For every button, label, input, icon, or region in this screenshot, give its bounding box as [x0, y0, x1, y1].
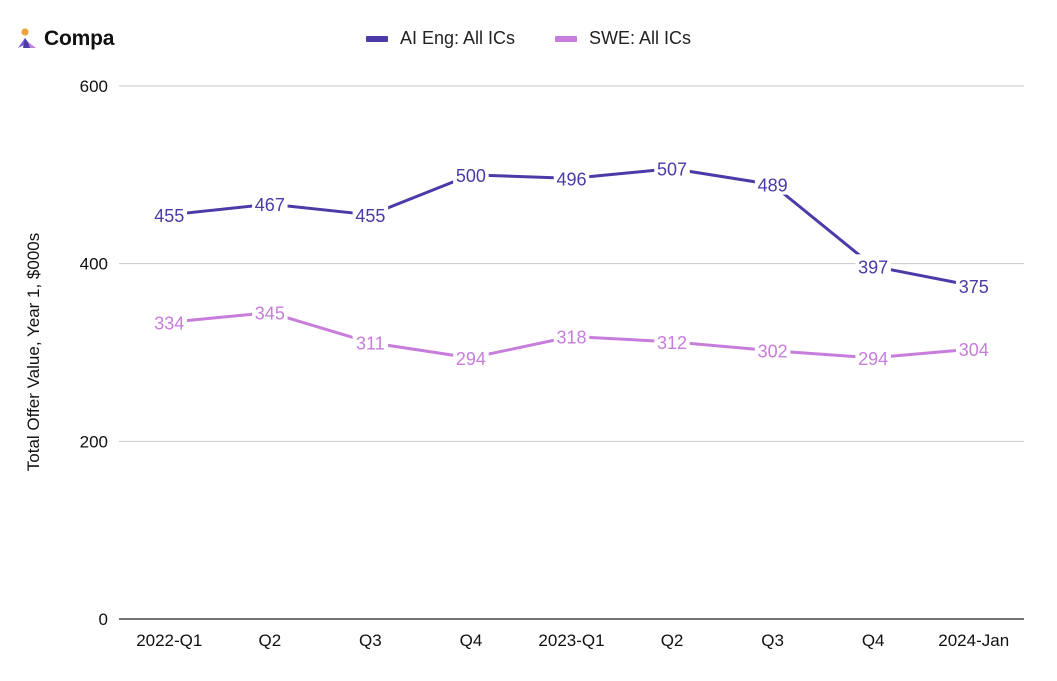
legend-swatch-swe	[555, 35, 578, 42]
data-label-bg-swe-all-ics-5	[654, 329, 690, 352]
legend-item-swe: SWE: All ICs	[555, 28, 691, 49]
data-label-bg-ai-eng-all-ics-0	[151, 202, 188, 225]
x-tick-label-4: 2023-Q1	[538, 631, 604, 650]
legend-label-swe: SWE: All ICs	[589, 28, 692, 48]
data-label-bg-ai-eng-all-ics-7	[855, 254, 891, 277]
x-tick-label-0: 2022-Q1	[136, 631, 202, 650]
data-label-bg-ai-eng-all-ics-3	[453, 162, 489, 185]
data-label-bg-swe-all-ics-3	[453, 345, 489, 368]
data-label-swe-all-ics-7: 294	[858, 349, 888, 369]
brand-name: Compa	[44, 27, 115, 50]
x-tick-label-7: Q4	[862, 631, 885, 650]
chart-legend: AI Eng: All ICs SWE: All ICs	[0, 28, 1057, 49]
data-label-bg-swe-all-ics-8	[955, 336, 992, 359]
data-label-swe-all-ics-5: 312	[657, 333, 687, 353]
data-label-swe-all-ics-2: 311	[356, 334, 385, 354]
y-axis-title: Total Offer Value, Year 1, $000s	[24, 233, 43, 471]
data-label-swe-all-ics-6: 302	[758, 342, 788, 362]
data-label-swe-all-ics-0: 334	[154, 313, 184, 333]
y-tick-label-600: 600	[80, 77, 108, 96]
data-label-swe-all-ics-1: 345	[255, 304, 285, 324]
data-label-ai-eng-all-ics-1: 467	[255, 195, 285, 215]
y-axis-ticks: 0 200 400 600	[80, 77, 108, 629]
data-label-swe-all-ics-8: 304	[959, 340, 989, 360]
data-label-ai-eng-all-ics-8: 375	[959, 277, 989, 297]
y-tick-label-0: 0	[99, 610, 108, 629]
data-label-bg-swe-all-ics-6	[754, 338, 791, 361]
y-tick-label-400: 400	[80, 255, 108, 274]
y-tick-label-200: 200	[80, 432, 108, 451]
data-label-swe-all-ics-4: 318	[556, 328, 586, 348]
data-label-ai-eng-all-ics-7: 397	[858, 257, 888, 277]
data-label-bg-swe-all-ics-4	[553, 324, 590, 347]
legend-item-ai-eng: AI Eng: All ICs	[365, 28, 516, 49]
x-tick-label-5: Q2	[661, 631, 684, 650]
data-label-swe-all-ics-3: 294	[456, 349, 486, 369]
data-label-bg-ai-eng-all-ics-6	[754, 172, 791, 195]
data-label-bg-ai-eng-all-ics-4	[553, 166, 590, 189]
data-label-ai-eng-all-ics-6: 489	[758, 176, 788, 196]
data-label-bg-ai-eng-all-ics-1	[252, 192, 288, 215]
x-tick-label-8: 2024-Jan	[938, 631, 1009, 650]
data-label-bg-ai-eng-all-ics-5	[654, 156, 690, 179]
compa-logo-icon	[18, 28, 36, 48]
data-label-bg-swe-all-ics-7	[855, 345, 891, 368]
data-label-ai-eng-all-ics-2: 455	[355, 206, 385, 226]
data-label-bg-swe-all-ics-0	[151, 310, 188, 333]
x-axis-ticks: 2022-Q1 Q2 Q3 Q4 2023-Q1 Q2 Q3 Q4 2024-Jan	[136, 631, 1009, 650]
data-label-bg-ai-eng-all-ics-8	[955, 273, 992, 296]
legend-label-ai-eng: AI Eng: All ICs	[399, 28, 516, 48]
data-label-bg-swe-all-ics-1	[252, 300, 288, 323]
x-tick-label-3: Q4	[460, 631, 483, 650]
data-label-ai-eng-all-ics-0: 455	[154, 206, 184, 226]
legend-swatch-ai-eng	[365, 35, 388, 42]
data-labels: 455 467 455 500 496 507 489 397 375 334 345 311 294 3…	[151, 156, 992, 369]
x-tick-label-2: Q3	[359, 631, 382, 650]
x-tick-label-6: Q3	[761, 631, 784, 650]
data-label-bg-ai-eng-all-ics-2	[352, 202, 389, 225]
x-tick-label-1: Q2	[258, 631, 281, 650]
brand-logo: Compa	[16, 26, 114, 52]
data-label-ai-eng-all-ics-5: 507	[657, 160, 687, 180]
data-label-bg-swe-all-ics-2	[352, 330, 389, 353]
data-label-ai-eng-all-ics-3: 500	[456, 166, 486, 186]
data-label-ai-eng-all-ics-4: 496	[556, 169, 586, 189]
